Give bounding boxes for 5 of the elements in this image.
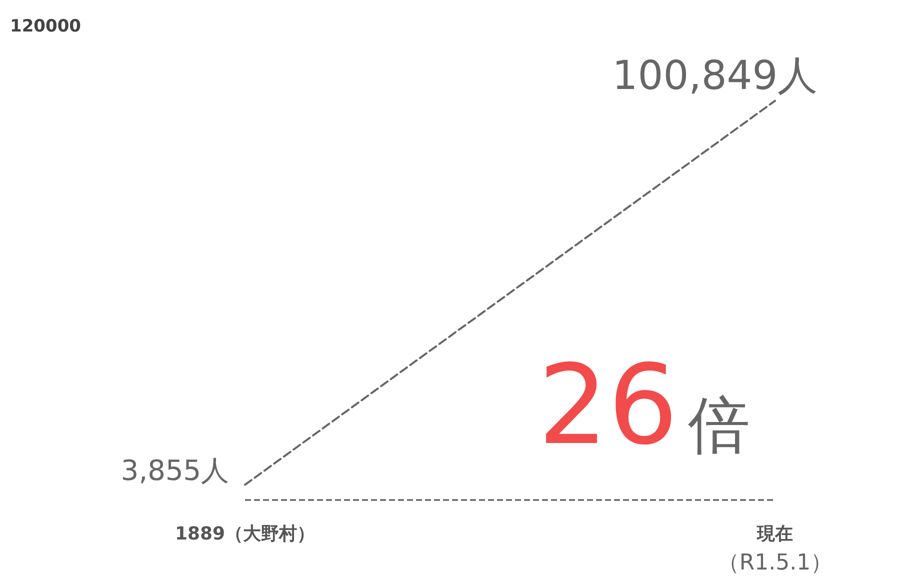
x-tick-label: 現在（R1.5.1） xyxy=(717,524,833,576)
data-label: 3,855人 xyxy=(120,454,230,488)
data-label: 100,849人 xyxy=(612,52,818,99)
x-tick-label: 1889（大野村） xyxy=(174,524,316,544)
text: 120000 xyxy=(10,16,82,36)
